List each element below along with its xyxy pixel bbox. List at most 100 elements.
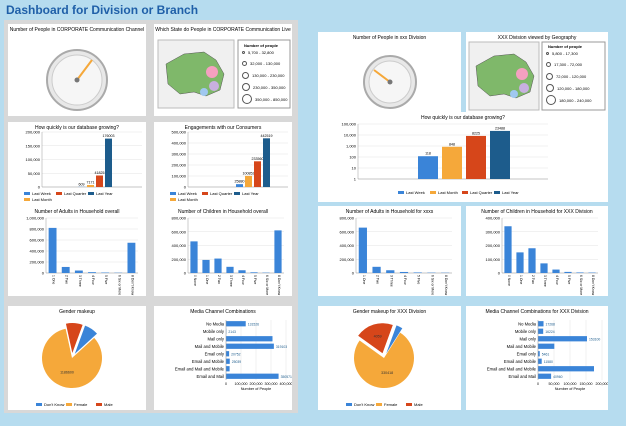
pane-title: Number of Children in Household for XXX …: [481, 209, 593, 215]
y-tick-label: 150,000: [26, 143, 41, 148]
x-tick-label: 3 Three: [78, 275, 82, 287]
data-label: 100852: [243, 171, 255, 175]
y-tick-label: 100,000: [486, 257, 501, 262]
bar: [61, 266, 70, 273]
corp-growth-chart-pane[interactable]: How quickly is our database growing? 200…: [8, 122, 146, 208]
div-gauge-pane[interactable]: Number of People in xxx Division: [318, 32, 461, 114]
y-tick-label: 100: [349, 155, 356, 160]
pane-title: Gender makeup: [59, 309, 95, 315]
x-tick-label: 3 Three: [543, 275, 547, 287]
y-tick-label: 500,000: [172, 130, 187, 135]
gauge-icon: [363, 55, 417, 109]
bar: [226, 266, 234, 273]
x-axis-label: Number of People: [241, 387, 272, 391]
pie-slice: [354, 332, 414, 388]
div-media-chart-pane[interactable]: Media Channel Combinations for XXX Divis…: [466, 306, 608, 410]
data-label: 5461: [542, 352, 550, 356]
legend-label: Last Year: [242, 191, 259, 196]
data-label: 8225: [472, 131, 480, 135]
corp-gender-chart-pane[interactable]: Gender makeup 1186600 Don't Know Female Mal…: [8, 306, 146, 410]
map-legend-label: 72,000 - 120,000: [556, 74, 587, 79]
y-tick-label: 200,000: [340, 257, 355, 262]
y-tick-label: 0: [184, 185, 187, 190]
legend-label: Female: [384, 402, 398, 407]
pie-chart: 1186600 Don't Know Female Male: [36, 323, 113, 407]
bar: [190, 241, 198, 273]
data-label: 330418: [381, 371, 393, 375]
legend-label: Last Quarter: [64, 191, 87, 196]
bar: [490, 130, 510, 179]
bar: [96, 175, 103, 187]
legend-swatch: [170, 192, 176, 195]
map-legend-label: 350,000 - 850,000: [255, 96, 288, 102]
data-label: 25880: [235, 180, 245, 184]
bar: [418, 156, 438, 179]
y-tick-label: 600,000: [340, 229, 355, 234]
legend-label: Last Week: [32, 191, 51, 196]
legend-swatch: [36, 403, 42, 406]
y-tick-label: 400,000: [486, 216, 501, 221]
legend-swatch: [346, 403, 352, 406]
bar: [74, 270, 83, 273]
y-tick-label: 1,000: [346, 144, 357, 149]
map-legend-item: 5,700 - 32,800: [242, 50, 274, 55]
pane-title: Number of Children in Household overall: [177, 209, 269, 215]
circle-icon: [546, 62, 551, 67]
y-tick-label: Email and Mail and Mobile: [487, 367, 537, 372]
y-tick-label: 10: [352, 166, 357, 171]
corp-gauge-pane[interactable]: Number of People in CORPORATE Communicat…: [8, 24, 146, 116]
bar-chart: 200,000 150,000 100,000 50,000 0 609 7171 41825…: [24, 130, 142, 202]
bar: [552, 269, 560, 273]
bar: [127, 242, 136, 273]
circle-icon: [242, 83, 250, 91]
bar: [386, 270, 395, 273]
y-tick-label: 100,000: [342, 122, 357, 127]
legend-swatch: [234, 192, 240, 195]
pie-slice: [386, 325, 403, 354]
bar: [413, 272, 422, 273]
legend-swatch: [406, 403, 412, 406]
data-label: 233560: [252, 157, 264, 161]
map-legend-label: 180,000 - 240,000: [559, 97, 592, 103]
div-growth-chart-pane[interactable]: How quickly is our database growing? 100…: [318, 112, 608, 202]
circle-icon: [242, 94, 252, 104]
x-tick-label: 1 One: [362, 275, 366, 284]
map-legend-item: 17,300 - 72,000: [546, 62, 582, 67]
y-tick-label: 400,000: [340, 243, 355, 248]
data-label: 25039: [232, 360, 242, 364]
data-label: 16224: [545, 330, 555, 334]
y-tick-label: 200,000: [486, 243, 501, 248]
bar: [538, 336, 587, 342]
bar: [226, 336, 273, 342]
horizontal-bar-chart: 0 100,000 200,000 300,000 400,000 Number of P…: [175, 320, 292, 391]
corp-engagement-chart-pane[interactable]: Engagements with our Consumers 500,000 40…: [154, 122, 292, 208]
map-legend-item: 32,000 - 130,000: [242, 61, 280, 66]
x-tick-label: 8 Don't Know: [591, 275, 595, 296]
y-tick-label: Mail only: [519, 337, 536, 342]
y-tick-label: Email and Mail and Mobile: [175, 367, 225, 372]
legend-swatch: [24, 192, 30, 195]
div-adults-chart-pane[interactable]: Number of Adults in Household for xxxs 8…: [318, 206, 461, 296]
circle-icon: [242, 61, 247, 66]
pie-slice: [358, 323, 393, 354]
corp-adults-chart-pane[interactable]: Number of Adults in Household overall 1,…: [8, 206, 146, 296]
legend-swatch: [430, 191, 436, 194]
pane-title: Number of People in xxx Division: [352, 35, 427, 41]
pane-title: Gender makeup for XXX Division: [352, 309, 427, 315]
bar: [226, 351, 230, 357]
map-legend-item: 180,000 - 240,000: [546, 95, 591, 105]
corp-media-chart-pane[interactable]: Media Channel Combinations 0 100,000 200,0…: [154, 306, 292, 410]
map-legend-label: 230,000 - 350,000: [253, 84, 286, 90]
div-children-chart-pane[interactable]: Number of Children in Household for XXX …: [466, 206, 608, 296]
x-tick-label: 1 One: [519, 275, 523, 284]
y-tick-label: Mail and Mobile: [507, 344, 537, 349]
x-tick-label: 5 Five: [253, 275, 257, 284]
corp-map-pane[interactable]: Which State do People in CORPORATE Commu…: [154, 24, 292, 116]
corp-children-chart-pane[interactable]: Number of Children in Household overall …: [154, 206, 292, 296]
x-tick-label: 1 One: [52, 275, 56, 284]
legend-label: Last Quarter: [210, 191, 233, 196]
div-map-pane[interactable]: XXX Division viewed by Geography Number …: [466, 32, 608, 114]
y-tick-label: 200,000: [26, 130, 41, 135]
y-tick-label: 0: [184, 271, 187, 276]
div-gender-chart-pane[interactable]: Gender makeup for XXX Division 330418 405…: [318, 306, 461, 410]
